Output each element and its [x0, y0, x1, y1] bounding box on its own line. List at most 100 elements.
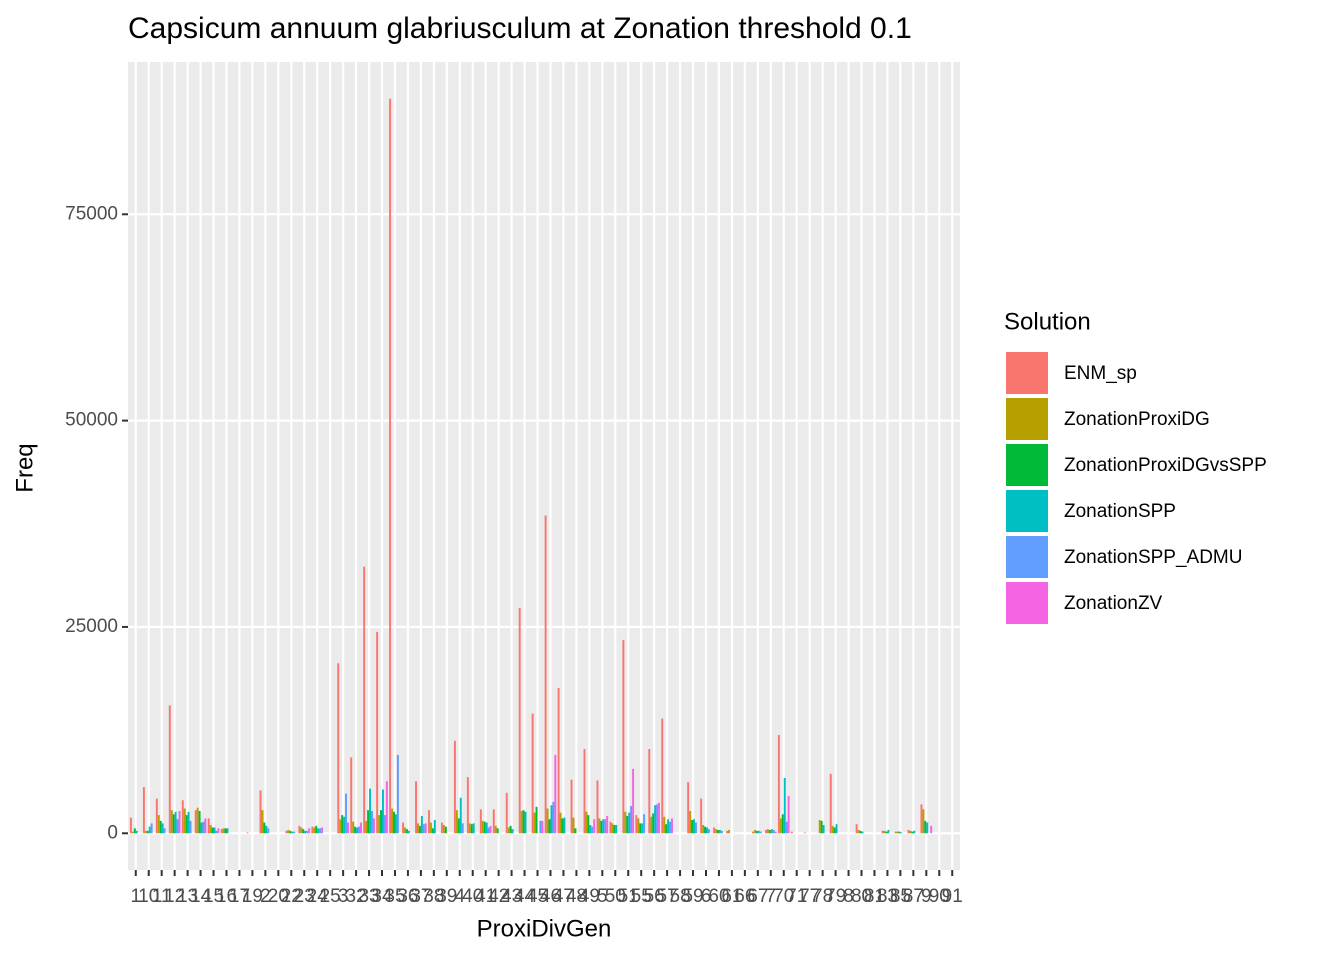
bar	[168, 705, 171, 834]
bar	[159, 820, 162, 834]
x-tick-label: 67	[747, 886, 768, 907]
legend-label: ENM_sp	[1064, 363, 1137, 384]
bar	[204, 818, 207, 834]
bar	[359, 822, 362, 834]
bar	[311, 826, 314, 834]
x-tick-label: 17	[229, 886, 250, 907]
x-tick-label: 36	[397, 886, 418, 907]
bar	[453, 740, 456, 834]
bar	[818, 820, 821, 834]
bar	[226, 828, 229, 834]
x-tick-label: 23	[294, 886, 315, 907]
bar	[213, 827, 216, 834]
chart-title: Capsicum annuum glabriusculum at Zonatio…	[128, 12, 912, 45]
bar	[492, 809, 495, 834]
bar	[533, 812, 536, 834]
bar	[207, 818, 210, 834]
bar	[593, 819, 596, 834]
bar	[146, 830, 149, 834]
bar	[407, 830, 410, 834]
bar	[178, 810, 181, 834]
bar	[833, 827, 836, 834]
bar	[520, 810, 523, 834]
bar	[770, 829, 773, 834]
bar	[174, 811, 177, 834]
y-tick-label: 25000	[65, 616, 118, 637]
bar	[422, 824, 425, 834]
x-tick-label: 61	[721, 886, 742, 907]
bar	[170, 810, 173, 834]
bar	[511, 829, 514, 834]
bar	[600, 820, 603, 834]
x-tick-label: 51	[618, 886, 639, 907]
bar	[494, 825, 497, 834]
bar	[142, 787, 145, 834]
bar	[820, 820, 823, 834]
bar	[524, 811, 527, 834]
bar	[341, 815, 344, 834]
bar	[222, 828, 225, 834]
bar	[317, 828, 320, 834]
x-tick-label: 79	[825, 886, 846, 907]
bar	[663, 816, 666, 834]
bar	[717, 829, 719, 834]
bar	[404, 827, 406, 834]
bar	[803, 832, 806, 834]
bar	[135, 830, 138, 834]
bar	[626, 815, 629, 834]
bar	[163, 828, 166, 834]
bar	[457, 818, 460, 834]
bar	[367, 810, 370, 834]
bar	[263, 822, 266, 834]
bar	[911, 831, 914, 834]
bar	[561, 818, 564, 834]
bar	[907, 829, 910, 834]
y-tick-label: 75000	[65, 203, 118, 224]
bar	[246, 832, 249, 834]
bar	[343, 816, 346, 834]
bar	[896, 831, 899, 834]
bar	[572, 817, 575, 834]
bar	[261, 810, 264, 834]
x-tick-label: 66	[734, 886, 755, 907]
bar	[641, 823, 644, 834]
bar	[369, 788, 371, 834]
bar	[615, 825, 618, 834]
bar	[507, 827, 510, 834]
bar	[489, 825, 492, 834]
x-tick-label: 32	[346, 886, 367, 907]
x-tick-label: 1	[130, 886, 141, 907]
bar	[220, 829, 223, 834]
bar	[624, 811, 627, 834]
x-tick-label: 71	[786, 886, 807, 907]
bar	[639, 823, 642, 834]
bar	[755, 830, 758, 834]
bar	[665, 824, 668, 834]
bar	[509, 825, 512, 834]
bar	[705, 827, 708, 834]
bar	[922, 809, 925, 834]
bar	[613, 825, 616, 834]
legend-key	[1006, 352, 1048, 394]
x-tick-label: 46	[540, 886, 561, 907]
x-tick-label: 78	[812, 886, 833, 907]
bar	[585, 811, 588, 834]
x-tick-label: 35	[384, 886, 405, 907]
bar	[189, 820, 192, 834]
bar	[550, 805, 553, 834]
bar	[315, 825, 318, 834]
bar	[396, 754, 399, 834]
bar	[352, 821, 355, 834]
bar	[393, 811, 395, 834]
legend-key	[1006, 444, 1048, 486]
bar	[405, 829, 408, 834]
x-tick-label: 7	[766, 886, 777, 907]
bar	[298, 825, 301, 834]
bar	[416, 823, 419, 834]
y-tick-label: 50000	[65, 410, 118, 431]
bar	[487, 827, 490, 834]
bar	[861, 831, 864, 834]
bar	[539, 820, 542, 834]
bar	[720, 830, 723, 834]
bar	[656, 804, 659, 834]
